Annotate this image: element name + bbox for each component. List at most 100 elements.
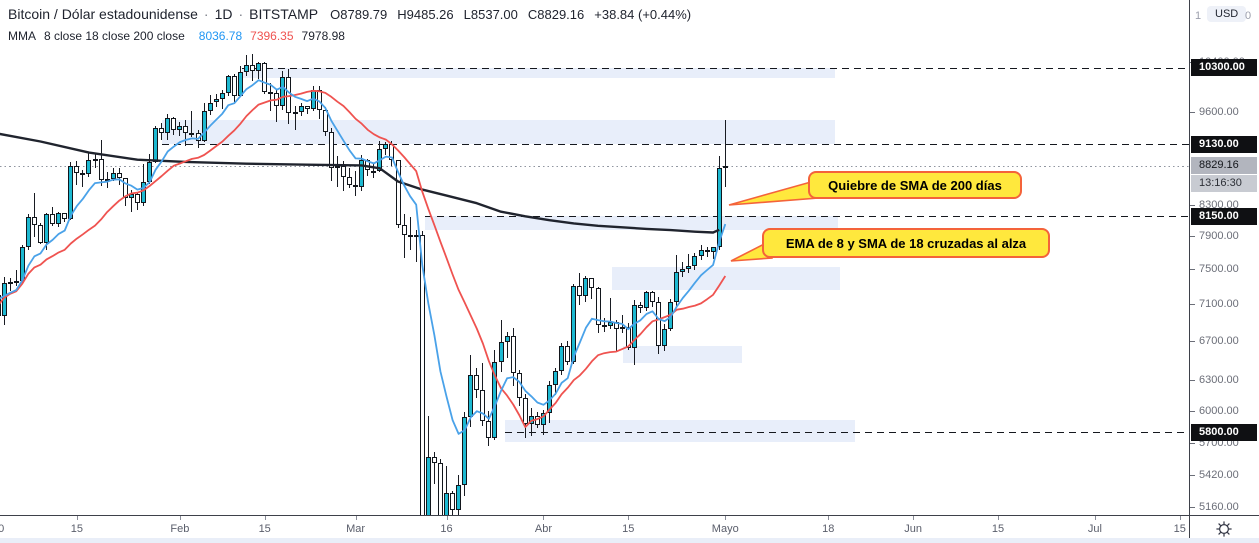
candle-body	[389, 144, 395, 161]
high-label: H	[397, 7, 407, 22]
candle-body	[104, 179, 110, 182]
candle-body	[601, 324, 607, 327]
candle-body	[547, 384, 553, 413]
interval-label[interactable]: 1D	[214, 6, 233, 22]
candle-body	[516, 372, 522, 399]
price-tick	[1190, 410, 1195, 412]
indicator-name[interactable]: MMA	[8, 29, 36, 43]
price-label: 5160.00	[1199, 500, 1239, 513]
candle-body	[44, 214, 50, 244]
callout-sma200-break[interactable]: Quiebre de SMA de 200 días	[808, 171, 1022, 199]
ema8-value: 8036.78	[198, 29, 243, 43]
candle-body	[583, 278, 589, 296]
candle-wick	[185, 120, 187, 147]
candle-body	[383, 144, 389, 150]
time-tick	[76, 516, 78, 520]
candle-wick	[724, 119, 726, 187]
candle-body	[631, 304, 637, 349]
time-label: 15	[258, 523, 271, 535]
candle-body	[371, 170, 377, 173]
candle-body	[122, 177, 128, 198]
price-tick	[1190, 112, 1195, 114]
price-label: 7500.00	[1199, 263, 1239, 276]
price-tick	[1190, 506, 1195, 508]
candle-wick	[621, 314, 623, 334]
chart-pane[interactable]: Quiebre de SMA de 200 días EMA de 8 y SMA…	[0, 0, 1189, 515]
price-label: 6700.00	[1199, 334, 1239, 347]
price-tick	[1190, 443, 1195, 445]
sma18-value: 7396.35	[250, 29, 294, 43]
candle-body	[680, 269, 686, 272]
support-resistance-zone	[623, 346, 742, 363]
time-label: Abr	[534, 523, 553, 535]
candle-wick	[433, 452, 435, 484]
candle-body	[522, 398, 528, 424]
candle-body	[250, 65, 256, 72]
candle-body	[468, 374, 474, 418]
time-tick	[355, 516, 357, 520]
time-tick	[628, 516, 630, 520]
candle-body	[401, 224, 407, 235]
candle-body	[98, 159, 104, 180]
candle-body	[207, 102, 213, 112]
candle-body	[437, 462, 443, 515]
candle-wick	[446, 466, 447, 515]
candle-body	[37, 224, 43, 244]
candle-body	[353, 185, 359, 188]
candle-body	[498, 341, 504, 362]
time-label: 16	[440, 523, 453, 535]
candle-wick	[130, 189, 132, 213]
currency-usd-button[interactable]: USD	[1207, 6, 1247, 22]
candle-body	[510, 336, 516, 373]
candle-body	[159, 128, 165, 133]
candle-body	[637, 304, 643, 309]
price-tick	[1190, 269, 1195, 271]
separator-dot: ·	[203, 6, 209, 22]
support-resistance-zone	[505, 419, 855, 442]
candle-body	[31, 216, 37, 225]
close-value: 8829.16	[537, 7, 585, 22]
last-price-badge: 8829.16	[1191, 156, 1257, 174]
price-level-line	[425, 216, 1189, 218]
candle-body	[347, 177, 353, 186]
candle-body	[492, 361, 498, 438]
candle-body	[540, 412, 546, 425]
candle-body	[359, 159, 365, 188]
symbol-header: Bitcoin / Dólar estadounidense · 1D · BI…	[8, 6, 691, 43]
candle-body	[165, 118, 171, 133]
candle-body	[425, 456, 431, 515]
candle-body	[1, 282, 7, 317]
time-label: 2020	[0, 523, 14, 535]
time-tick	[543, 516, 545, 520]
price-axis[interactable]: 1 USD 0 10400.005700.009600.008300.00790…	[1189, 0, 1259, 515]
candle-body	[225, 76, 231, 93]
candle-body	[504, 336, 510, 342]
candle-body	[62, 213, 68, 220]
candle-body	[128, 194, 134, 198]
price-label: 5420.00	[1199, 469, 1239, 482]
candle-body	[710, 247, 716, 252]
callout-ema-cross[interactable]: EMA de 8 y SMA de 18 cruzadas al alza	[762, 228, 1050, 258]
candle-body	[244, 65, 250, 72]
price-tick	[1190, 303, 1195, 305]
time-tick	[913, 516, 915, 520]
candle-body	[456, 484, 462, 511]
candle-body	[340, 166, 346, 178]
candle-wick	[15, 269, 17, 287]
candle-wick	[355, 171, 357, 197]
price-tick	[1190, 475, 1195, 477]
time-label: Mayo	[711, 523, 739, 535]
candle-body	[328, 131, 334, 169]
candle-body	[286, 76, 292, 113]
time-tick	[446, 516, 448, 520]
time-label: Mar	[346, 523, 366, 535]
candle-body	[692, 255, 698, 266]
candle-body	[219, 92, 225, 100]
candle-body	[686, 265, 692, 270]
candle-body	[613, 322, 619, 329]
candle-body	[322, 110, 328, 132]
symbol-title[interactable]: Bitcoin / Dólar estadounidense	[8, 6, 198, 22]
candle-body	[268, 91, 274, 94]
gear-icon[interactable]	[1190, 516, 1259, 543]
candle-body	[153, 128, 159, 162]
